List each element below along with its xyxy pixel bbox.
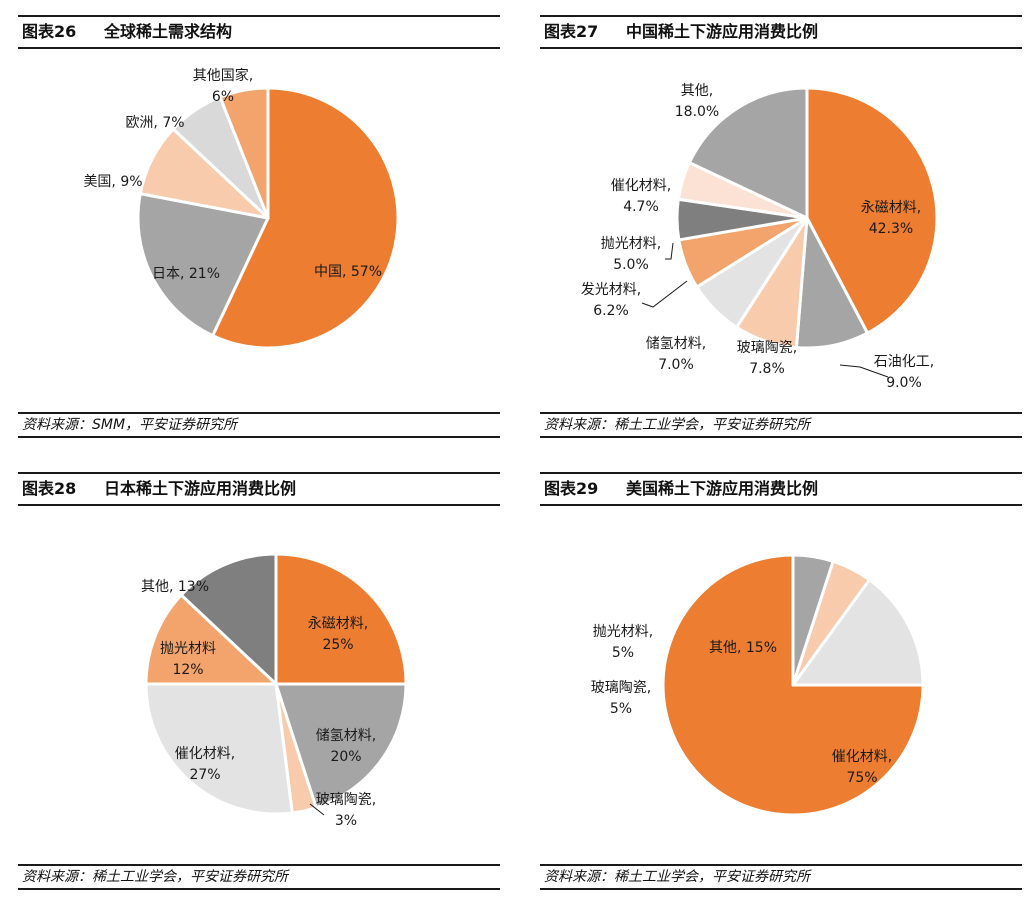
pie-slice — [136, 192, 270, 338]
data-label: 玻璃陶瓷, 5% — [591, 679, 651, 717]
data-label: 永磁材料, 42.3% — [861, 200, 921, 237]
pie-slice — [661, 553, 925, 817]
source-note: 资料来源：稀土工业学会，平安证券研究所 — [540, 864, 1022, 890]
leader-line — [665, 242, 674, 260]
source-note: 资料来源：稀土工业学会，平安证券研究所 — [18, 864, 500, 890]
pie-slice — [274, 552, 408, 686]
data-label: 储氢材料, 7.0% — [646, 336, 706, 373]
data-label: 其他, 13% — [141, 579, 209, 595]
data-label: 美国, 9% — [83, 174, 142, 190]
pie-slices — [144, 552, 408, 816]
data-label: 永磁材料, 25% — [308, 616, 368, 653]
pie-chart-usa-downstream: 催化材料, 75% 玻璃陶瓷, 5% 抛光材料, 5% 其他, 15% — [591, 553, 925, 817]
data-label: 催化材料, 4.7% — [611, 178, 671, 215]
source-text: 资料来源：稀土工业学会，平安证券研究所 — [544, 417, 810, 433]
pie-slices — [136, 86, 400, 350]
data-label: 玻璃陶瓷, 7.8% — [737, 339, 797, 377]
source-text: 资料来源：SMM，平安证券研究所 — [22, 417, 238, 433]
chart-title: 美国稀土下游应用消费比例 — [626, 479, 819, 498]
data-label: 催化材料, 75% — [832, 749, 892, 786]
source-note: 资料来源：稀土工业学会，平安证券研究所 — [540, 412, 1022, 438]
chart-header: 图表26 全球稀土需求结构 — [18, 15, 500, 49]
pie-slice — [274, 682, 408, 810]
source-note: 资料来源：SMM，平安证券研究所 — [18, 412, 500, 438]
pie-slices — [675, 86, 939, 350]
figure-number: 图表29 — [544, 479, 599, 498]
pie-chart-china-downstream: 永磁材料, 42.3% 石油化工, 9.0% 玻璃陶瓷, 7.8% 储氢材料, 7.0%发光材… — [581, 83, 939, 391]
chart-header: 图表28 日本稀土下游应用消费比例 — [18, 472, 500, 506]
pie-chart-japan-downstream: 永磁材料, 25% 储氢材料, 20% 玻璃陶瓷, 3% 催化材料, 27% 抛光材料 12% 其他… — [141, 552, 408, 829]
pie-slice — [805, 86, 939, 335]
chart-header: 图表29 美国稀土下游应用消费比例 — [540, 472, 1022, 506]
chart-title: 日本稀土下游应用消费比例 — [104, 479, 297, 498]
pie-chart-global-demand: 中国, 57% 日本, 21% 美国, 9% 欧洲, 7% 其他国家, 6% — [83, 67, 400, 350]
data-label: 其他, 15% — [709, 640, 777, 656]
data-label: 抛光材料, 5% — [593, 624, 653, 661]
data-label: 其他国家, 6% — [193, 67, 253, 105]
data-label: 发光材料, 6.2% — [581, 282, 641, 319]
source-text: 资料来源：稀土工业学会，平安证券研究所 — [544, 869, 810, 885]
chart-panel-26: 图表26 全球稀土需求结构 中国, 57% 日本, 21% 美国, 9% 欧洲, 7%… — [18, 15, 500, 440]
leader-line — [309, 803, 325, 816]
pie-slice — [687, 86, 809, 220]
data-label: 催化材料, 27% — [175, 746, 235, 783]
pie-slice — [218, 86, 270, 220]
chart-title: 中国稀土下游应用消费比例 — [626, 22, 819, 41]
data-label: 玻璃陶瓷, 3% — [316, 791, 376, 829]
data-label: 中国, 57% — [314, 264, 382, 280]
pie-slices — [661, 553, 925, 817]
leader-line — [641, 280, 688, 308]
chart-panel-27: 图表27 中国稀土下游应用消费比例 永磁材料, 42.3% 石油化工, 9.0% 玻璃陶… — [540, 15, 1022, 440]
chart-panel-29: 图表29 美国稀土下游应用消费比例 催化材料, 75% 玻璃陶瓷, 5% 抛光材料, 5%… — [540, 472, 1022, 892]
pie-slice — [791, 578, 925, 687]
data-label: 其他, 18.0% — [675, 83, 719, 120]
data-label: 日本, 21% — [152, 266, 220, 282]
data-label: 欧洲, 7% — [125, 115, 184, 131]
chart-title: 全球稀土需求结构 — [104, 22, 233, 41]
chart-header: 图表27 中国稀土下游应用消费比例 — [540, 15, 1022, 49]
figure-number: 图表26 — [22, 22, 77, 41]
pie-slice — [179, 552, 278, 686]
figure-number: 图表27 — [544, 22, 599, 41]
source-text: 资料来源：稀土工业学会，平安证券研究所 — [22, 869, 288, 885]
data-label: 储氢材料, 20% — [316, 728, 376, 765]
figure-number: 图表28 — [22, 479, 77, 498]
data-label: 抛光材料 12% — [160, 641, 216, 678]
leader-line — [839, 364, 889, 378]
data-label: 抛光材料, 5.0% — [601, 236, 661, 273]
pie-slice — [144, 593, 278, 686]
pie-slice — [144, 682, 294, 816]
data-label: 石油化工, 9.0% — [874, 354, 934, 391]
pie-slice — [211, 86, 400, 350]
chart-panel-28: 图表28 日本稀土下游应用消费比例 永磁材料, 25% 储氢材料, 20% 玻璃陶瓷, 3… — [18, 472, 500, 892]
